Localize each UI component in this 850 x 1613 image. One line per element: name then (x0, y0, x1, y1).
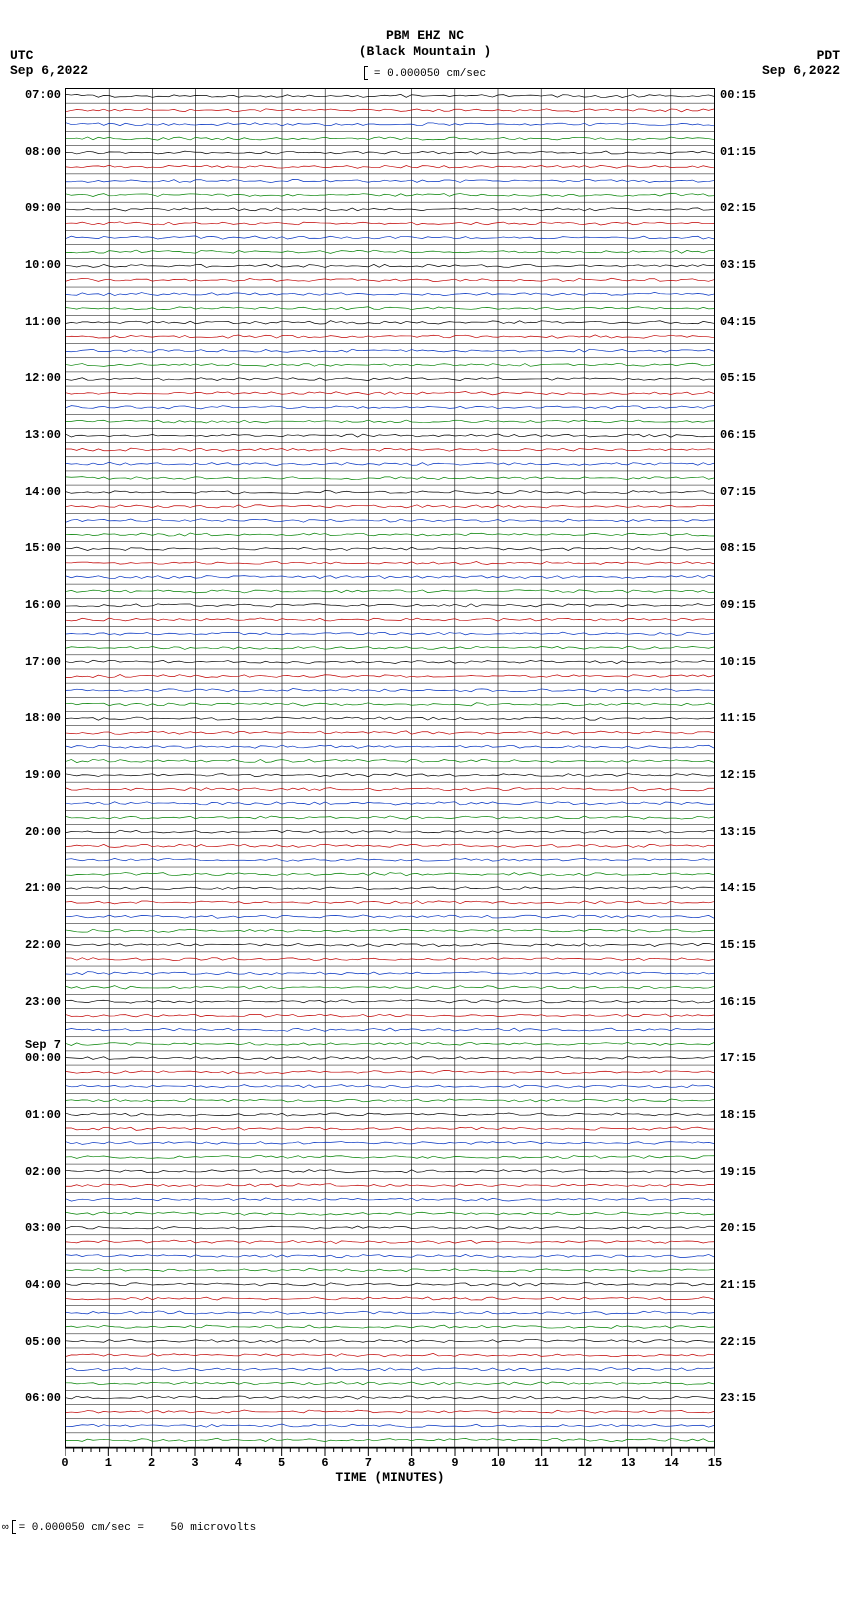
x-tick-label: 0 (61, 1456, 68, 1470)
timezone-right: PDT Sep 6,2022 (762, 48, 840, 78)
y-right-tick: 14:15 (720, 881, 756, 895)
y-left-tick: 08:00 (6, 145, 61, 159)
y-right-tick: 16:15 (720, 995, 756, 1009)
y-left-tick: 03:00 (6, 1221, 61, 1235)
y-right-tick: 20:15 (720, 1221, 756, 1235)
x-tick-label: 8 (408, 1456, 415, 1470)
y-left-tick: 07:00 (6, 88, 61, 102)
y-left-tick: 06:00 (6, 1391, 61, 1405)
x-tick-label: 3 (191, 1456, 198, 1470)
y-left-tick: 04:00 (6, 1278, 61, 1292)
scale-bar-icon (12, 1520, 16, 1534)
y-left-tick: 02:00 (6, 1165, 61, 1179)
y-left-tick: 20:00 (6, 825, 61, 839)
y-left-tick: 14:00 (6, 485, 61, 499)
y-left-tick: 12:00 (6, 371, 61, 385)
y-right-tick: 10:15 (720, 655, 756, 669)
y-right-tick: 21:15 (720, 1278, 756, 1292)
y-right-tick: 22:15 (720, 1335, 756, 1349)
tz-right-date: Sep 6,2022 (762, 63, 840, 78)
y-left-tick: 22:00 (6, 938, 61, 952)
x-tick-label: 2 (148, 1456, 155, 1470)
y-right-tick: 15:15 (720, 938, 756, 952)
x-tick-label: 12 (578, 1456, 592, 1470)
y-right-tick: 07:15 (720, 485, 756, 499)
y-left-tick: 10:00 (6, 258, 61, 272)
x-tick-label: 14 (664, 1456, 678, 1470)
y-left-tick: 16:00 (6, 598, 61, 612)
tz-right-label: PDT (762, 48, 840, 63)
x-tick-label: 1 (105, 1456, 112, 1470)
y-left-tick: 01:00 (6, 1108, 61, 1122)
y-right-tick: 00:15 (720, 88, 756, 102)
y-left-tick: 00:00 (6, 1051, 61, 1065)
y-right-tick: 12:15 (720, 768, 756, 782)
y-right-tick: 05:15 (720, 371, 756, 385)
y-left-tick: 21:00 (6, 881, 61, 895)
scale-footer: ∞= 0.000050 cm/sec = 50 microvolts (2, 1520, 256, 1534)
helicorder-svg (66, 89, 714, 1447)
x-tick-label: 11 (534, 1456, 548, 1470)
helicorder-plot (65, 88, 715, 1448)
y-right-tick: 08:15 (720, 541, 756, 555)
y-right-tick: 17:15 (720, 1051, 756, 1065)
station-title: PBM EHZ NC (0, 28, 850, 43)
y-right-tick: 06:15 (720, 428, 756, 442)
y-left-tick: 19:00 (6, 768, 61, 782)
y-right-tick: 03:15 (720, 258, 756, 272)
station-subtitle: (Black Mountain ) (0, 44, 850, 59)
y-right-tick: 11:15 (720, 711, 756, 725)
scale-bar-icon (364, 66, 368, 80)
x-tick-label: 15 (708, 1456, 722, 1470)
y-left-tick: 09:00 (6, 201, 61, 215)
y-left-tick: 18:00 (6, 711, 61, 725)
x-tick-label: 9 (451, 1456, 458, 1470)
y-right-tick: 09:15 (720, 598, 756, 612)
y-right-tick: 23:15 (720, 1391, 756, 1405)
x-tick-label: 7 (365, 1456, 372, 1470)
x-axis-label: TIME (MINUTES) (65, 1470, 715, 1485)
x-tick-label: 10 (491, 1456, 505, 1470)
y-right-tick: 01:15 (720, 145, 756, 159)
x-tick-label: 13 (621, 1456, 635, 1470)
y-right-tick: 18:15 (720, 1108, 756, 1122)
y-left-tick: 13:00 (6, 428, 61, 442)
y-right-tick: 19:15 (720, 1165, 756, 1179)
y-left-tick: 11:00 (6, 315, 61, 329)
y-left-tick: 15:00 (6, 541, 61, 555)
scale-indicator-top: = 0.000050 cm/sec (0, 66, 850, 80)
y-right-tick: 04:15 (720, 315, 756, 329)
tz-left-date: Sep 6,2022 (10, 63, 88, 78)
x-tick-label: 6 (321, 1456, 328, 1470)
y-left-tick: 05:00 (6, 1335, 61, 1349)
y-right-tick: 13:15 (720, 825, 756, 839)
y-left-tick: 23:00 (6, 995, 61, 1009)
y-left-tick: 17:00 (6, 655, 61, 669)
x-axis: 0123456789101112131415 TIME (MINUTES) (65, 1448, 715, 1488)
x-tick-label: 4 (235, 1456, 242, 1470)
x-tick-label: 5 (278, 1456, 285, 1470)
timezone-left: UTC Sep 6,2022 (10, 48, 88, 78)
tz-left-label: UTC (10, 48, 88, 63)
y-right-tick: 02:15 (720, 201, 756, 215)
y-left-daybreak: Sep 7 (6, 1038, 61, 1052)
